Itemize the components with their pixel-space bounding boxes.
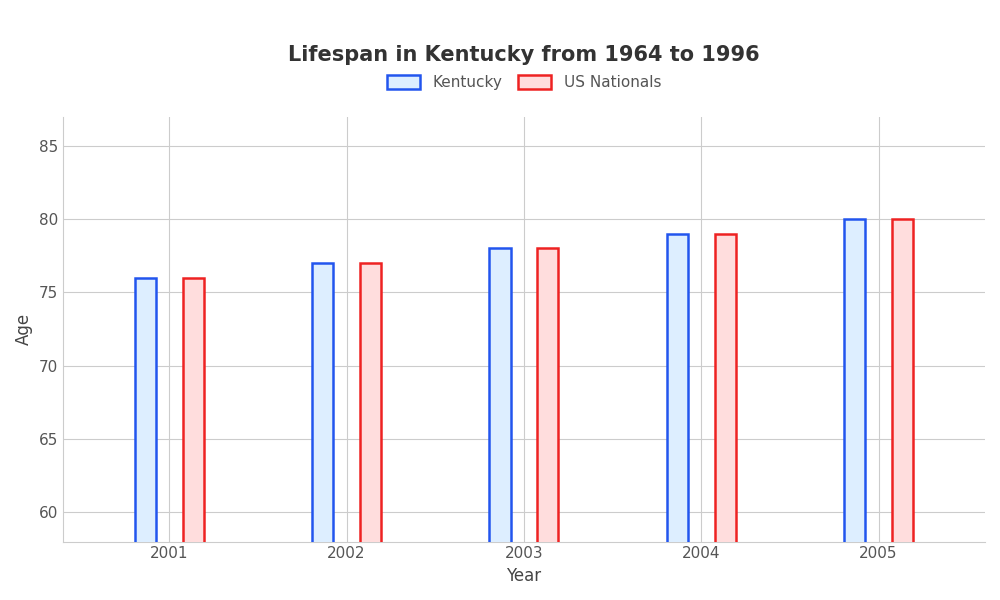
Bar (312, 263, 333, 600)
Y-axis label: Age: Age (15, 313, 33, 345)
Legend: Kentucky, US Nationals: Kentucky, US Nationals (381, 69, 667, 96)
Bar (135, 278, 156, 600)
Bar (537, 248, 558, 600)
Bar (844, 219, 865, 600)
Bar (667, 234, 688, 600)
Bar (183, 278, 204, 600)
Bar (360, 263, 381, 600)
Bar (715, 234, 736, 600)
Bar (489, 248, 511, 600)
Title: Lifespan in Kentucky from 1964 to 1996: Lifespan in Kentucky from 1964 to 1996 (288, 45, 760, 65)
Bar (892, 219, 913, 600)
X-axis label: Year: Year (506, 567, 541, 585)
